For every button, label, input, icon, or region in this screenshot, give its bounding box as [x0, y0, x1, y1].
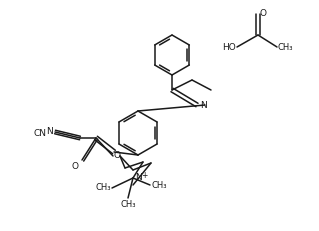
Text: N: N — [200, 100, 207, 109]
Text: O: O — [71, 162, 78, 171]
Text: CN: CN — [33, 130, 46, 139]
Text: O: O — [260, 9, 267, 18]
Text: N: N — [135, 173, 142, 182]
Text: CH₃: CH₃ — [120, 200, 136, 209]
Text: N: N — [46, 128, 53, 137]
Text: CH₃: CH₃ — [278, 43, 293, 52]
Text: CH₃: CH₃ — [151, 180, 167, 189]
Text: CH₃: CH₃ — [95, 183, 111, 192]
Text: HO: HO — [222, 43, 236, 52]
Text: +: + — [141, 170, 147, 179]
Text: O: O — [114, 152, 121, 161]
